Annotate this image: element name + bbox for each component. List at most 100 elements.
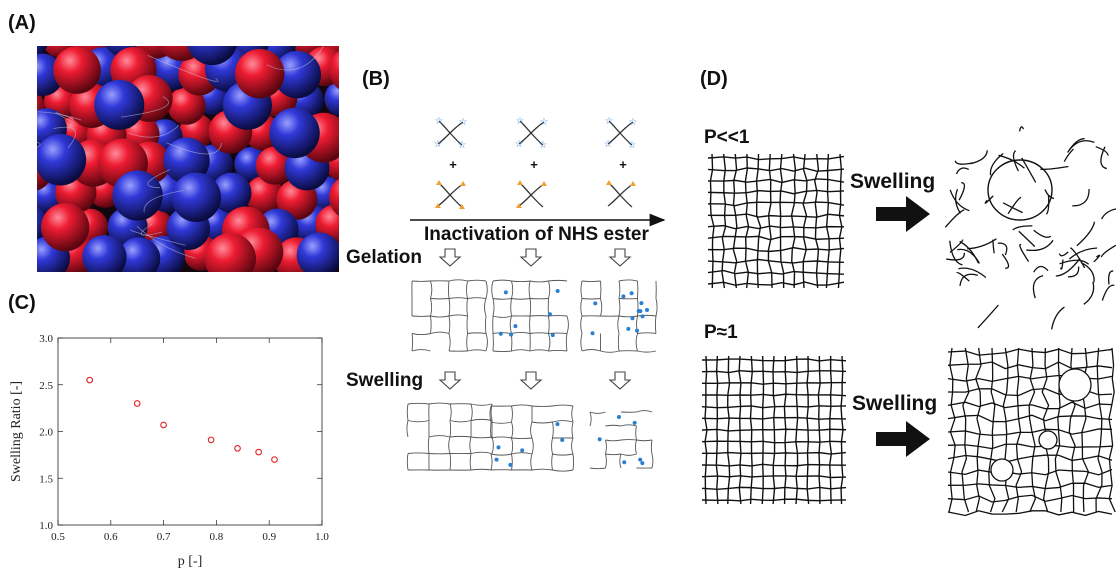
dangling-end-dot (509, 332, 514, 337)
swollen-strand (998, 154, 1025, 169)
network-strand (709, 153, 715, 289)
polymer-arm (438, 120, 451, 134)
mesh-strand (605, 424, 622, 427)
mesh-strand (651, 453, 654, 469)
panel-label-c: (C) (8, 292, 36, 314)
mesh-strand (552, 453, 574, 456)
network-strand (704, 355, 708, 505)
mesh-strand (470, 418, 493, 421)
mesh-strand (448, 333, 451, 352)
swollen-strand (959, 240, 980, 264)
mesh-strand (581, 280, 601, 282)
network-strand (707, 224, 845, 230)
red-sphere (329, 178, 339, 216)
mesh-strand (531, 468, 553, 471)
mesh-strand (466, 280, 468, 299)
swollen-network (489, 404, 575, 472)
mesh-strand (511, 453, 513, 471)
blue-sphere (211, 172, 252, 213)
mesh-strand (448, 298, 451, 317)
mesh-strand (617, 315, 620, 334)
mesh-strand (467, 297, 487, 299)
mesh-strand (492, 298, 512, 300)
mesh-strand (551, 437, 553, 455)
void-loop (987, 159, 1053, 221)
linker-strand (143, 190, 184, 213)
gelation-arrow (519, 248, 543, 267)
swollen-strand (967, 238, 997, 250)
swollen-strand (989, 152, 1004, 176)
swollen-network (589, 410, 654, 470)
mesh-strand (427, 436, 430, 454)
mesh-strand (589, 467, 606, 470)
x-tick-label: 1.0 (315, 531, 329, 543)
mesh-strand (470, 451, 493, 454)
mesh-strand (548, 280, 551, 299)
linker-strand (127, 124, 180, 138)
linker-strand (140, 223, 163, 236)
dangling-end-dot (640, 461, 645, 466)
swollen-strand (947, 482, 1113, 490)
mesh-strand (531, 421, 553, 424)
mesh-strand (552, 420, 574, 423)
mesh-strand (448, 297, 468, 299)
network-strand (837, 153, 843, 289)
gelation-label: Gelation (346, 247, 423, 268)
network-strand (707, 167, 845, 172)
swollen-strand (1040, 165, 1069, 170)
swollen-strand (1100, 244, 1116, 258)
network-strand (707, 258, 845, 264)
network-high-p (701, 355, 847, 505)
mesh-strand (430, 315, 432, 334)
mesh-strand (605, 453, 622, 456)
mesh-strand (580, 315, 583, 334)
dangling-end-dot (547, 312, 552, 317)
network-strand (727, 355, 731, 505)
mesh-strand (449, 420, 452, 438)
mesh-strand (589, 411, 606, 414)
defect-pore (1038, 430, 1058, 450)
blue-sphere (37, 46, 48, 58)
mesh-strand (448, 436, 451, 454)
mesh-strand (492, 350, 512, 353)
swollen-strand (955, 189, 961, 214)
data-point (207, 436, 215, 444)
mesh-strand (530, 453, 533, 471)
mesh-strand (548, 333, 551, 352)
swollen-strand (1101, 284, 1115, 301)
mesh-strand (617, 333, 620, 352)
linker-strand (266, 46, 325, 71)
mesh-strand (411, 333, 431, 336)
red-sphere (41, 203, 90, 252)
mesh-strand (467, 279, 487, 282)
dangling-end-dot (621, 294, 626, 299)
dangling-end-dot (508, 462, 513, 467)
condition-bottom: P≈1 (704, 322, 738, 343)
swollen-strand (949, 240, 963, 266)
mesh-strand (654, 315, 657, 334)
plot-frame (57, 337, 323, 526)
inactivation-arrow-label: Inactivation of NHS ester (424, 224, 649, 245)
swollen-strand (959, 273, 978, 287)
mesh-strand (449, 420, 472, 423)
dangling-end-dot (639, 301, 644, 306)
linker-strand (53, 126, 76, 149)
mesh-strand (620, 424, 637, 427)
y-tick-label: 3.0 (39, 333, 53, 345)
dangling-end-dot (634, 328, 639, 333)
network-strand (707, 281, 845, 286)
network-strand (701, 369, 847, 374)
network-strand (806, 355, 810, 505)
mesh-strand (510, 298, 512, 317)
swollen-strand (949, 189, 970, 212)
mesh-strand (466, 298, 468, 317)
triangle-end-group (541, 181, 547, 186)
mesh-strand (637, 314, 657, 317)
network-strand (707, 213, 845, 218)
red-sphere (204, 233, 256, 272)
polymer-arm (449, 121, 464, 134)
swollen-strand (1028, 347, 1037, 513)
dangling-end-dot (638, 309, 643, 314)
swollen-strand (1001, 347, 1010, 513)
